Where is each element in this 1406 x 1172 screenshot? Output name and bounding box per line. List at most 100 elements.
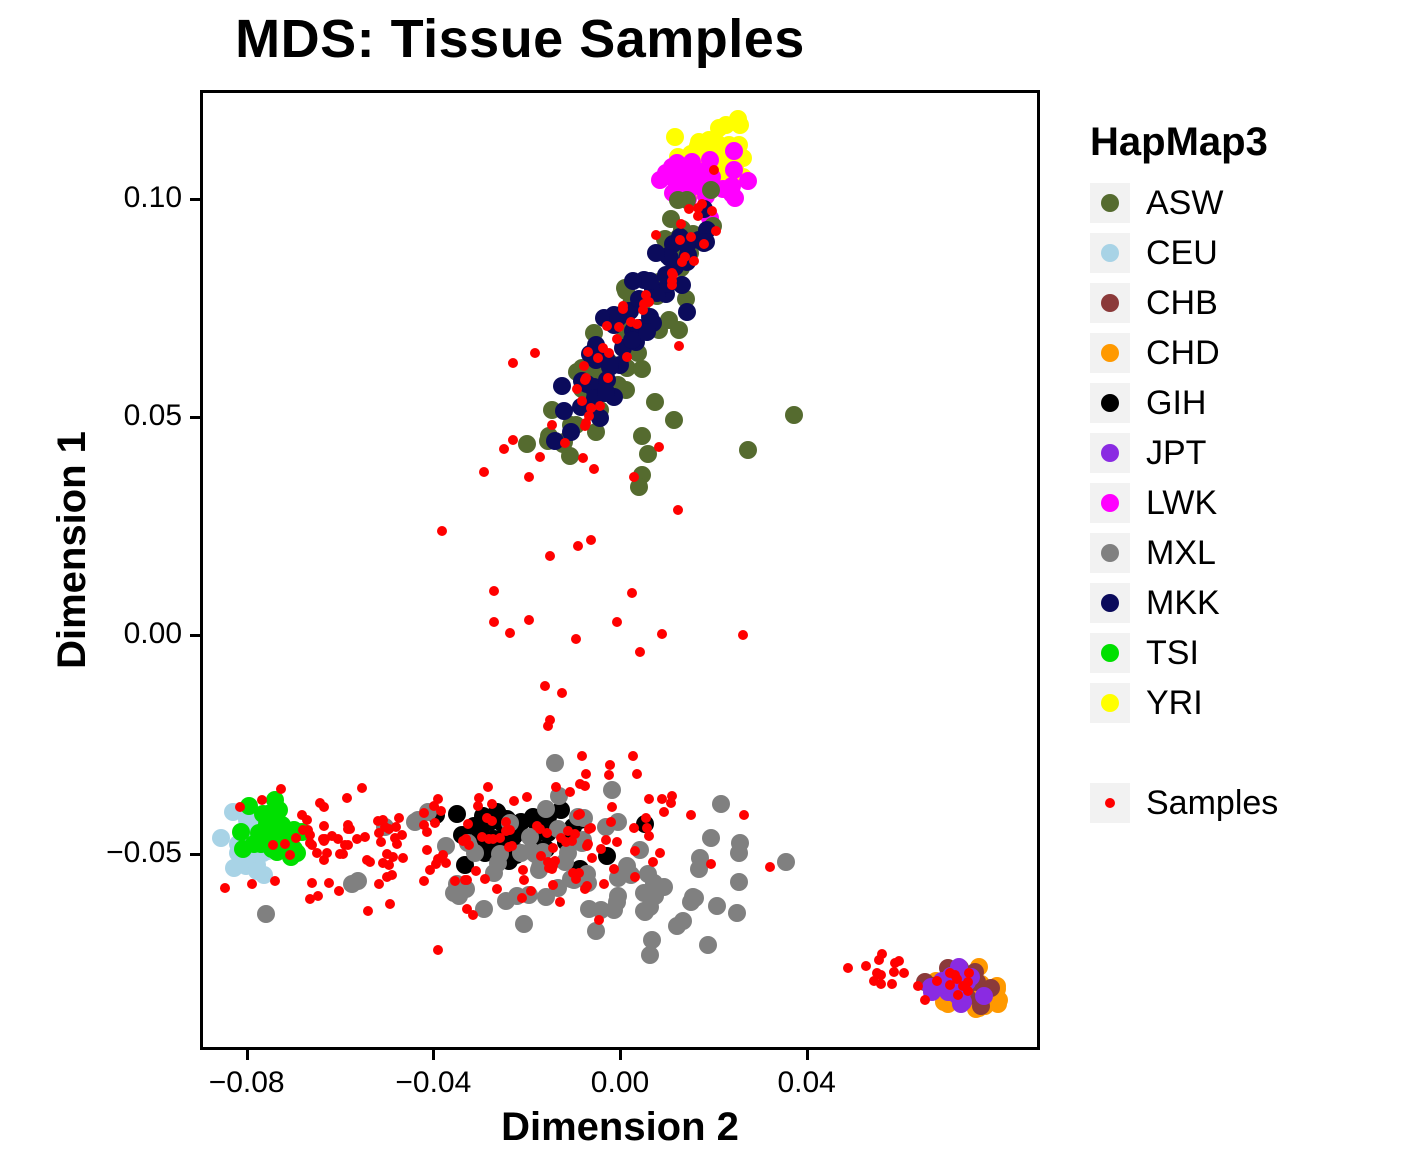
data-point — [675, 235, 685, 245]
data-point — [861, 961, 871, 971]
data-point — [419, 876, 429, 886]
data-point — [583, 347, 593, 357]
data-point — [601, 835, 611, 845]
legend-item: Samples — [1090, 783, 1278, 823]
legend-label: LWK — [1146, 484, 1217, 523]
legend-dot-icon — [1101, 694, 1119, 712]
data-point — [471, 866, 481, 876]
data-point — [392, 839, 402, 849]
data-point — [612, 334, 622, 344]
data-point — [363, 906, 373, 916]
data-point — [599, 879, 609, 889]
data-point — [378, 858, 388, 868]
data-point — [723, 185, 741, 203]
data-point — [693, 211, 703, 221]
data-point — [334, 886, 344, 896]
data-point — [589, 464, 599, 474]
data-point — [609, 864, 619, 874]
data-point — [517, 893, 527, 903]
data-point — [561, 837, 571, 847]
data-point — [235, 802, 245, 812]
legend-label: YRI — [1146, 684, 1203, 723]
data-point — [579, 361, 589, 371]
data-point — [697, 199, 707, 209]
data-point — [378, 815, 388, 825]
data-point — [565, 787, 575, 797]
data-point — [964, 968, 974, 978]
data-point — [319, 836, 329, 846]
data-point — [655, 848, 665, 858]
data-point — [388, 852, 398, 862]
data-point — [352, 834, 362, 844]
legend-item: MKK — [1090, 583, 1278, 623]
data-point — [315, 798, 325, 808]
data-point — [433, 794, 443, 804]
data-point — [622, 352, 632, 362]
y-tick — [190, 634, 200, 637]
legend-item: ASW — [1090, 183, 1278, 223]
legend-swatch — [1090, 583, 1130, 623]
data-point — [580, 375, 590, 385]
data-point — [508, 358, 518, 368]
data-point — [522, 792, 532, 802]
legend-swatch — [1090, 483, 1130, 523]
data-point — [560, 438, 570, 448]
data-point — [484, 834, 494, 844]
data-point — [580, 421, 590, 431]
data-point — [280, 839, 290, 849]
plot-area — [200, 90, 1040, 1050]
data-point — [436, 806, 446, 816]
data-point — [349, 872, 367, 890]
data-point — [729, 110, 747, 128]
data-point — [603, 373, 613, 383]
legend-item: MXL — [1090, 533, 1278, 573]
legend-label: ASW — [1146, 184, 1223, 223]
data-point — [644, 831, 654, 841]
data-point — [673, 505, 683, 515]
data-point — [559, 844, 577, 862]
data-point — [595, 401, 605, 411]
y-tick-label: −0.05 — [106, 836, 182, 870]
data-point — [659, 807, 669, 817]
data-point — [876, 970, 886, 980]
data-point — [489, 854, 507, 872]
data-point — [312, 848, 322, 858]
data-point — [708, 897, 726, 915]
data-point — [464, 840, 474, 850]
data-point — [647, 244, 665, 262]
y-tick — [190, 853, 200, 856]
data-point — [667, 791, 677, 801]
data-point — [887, 979, 897, 989]
legend-dot-icon — [1101, 544, 1119, 562]
data-point — [419, 820, 429, 830]
data-point — [843, 963, 853, 973]
data-point — [629, 472, 639, 482]
legend-label: JPT — [1146, 434, 1206, 473]
x-tick-label: 0.00 — [570, 1066, 670, 1100]
data-point — [322, 848, 332, 858]
data-point — [612, 837, 622, 847]
data-point — [547, 420, 557, 430]
x-tick — [806, 1050, 809, 1060]
data-point — [524, 472, 534, 482]
data-point — [628, 751, 638, 761]
data-point — [654, 442, 664, 452]
data-point — [483, 782, 493, 792]
data-point — [504, 842, 514, 852]
data-point — [643, 931, 661, 949]
data-point — [437, 526, 447, 536]
data-point — [765, 862, 775, 872]
data-point — [668, 270, 678, 280]
data-point — [604, 348, 614, 358]
data-point — [546, 754, 564, 772]
data-point — [365, 857, 375, 867]
data-point — [699, 936, 717, 954]
data-point — [626, 317, 636, 327]
data-point — [738, 630, 748, 640]
data-point — [665, 411, 683, 429]
data-point — [627, 588, 637, 598]
data-point — [357, 783, 367, 793]
data-point — [232, 823, 250, 841]
data-point — [291, 833, 301, 843]
data-point — [597, 383, 615, 401]
